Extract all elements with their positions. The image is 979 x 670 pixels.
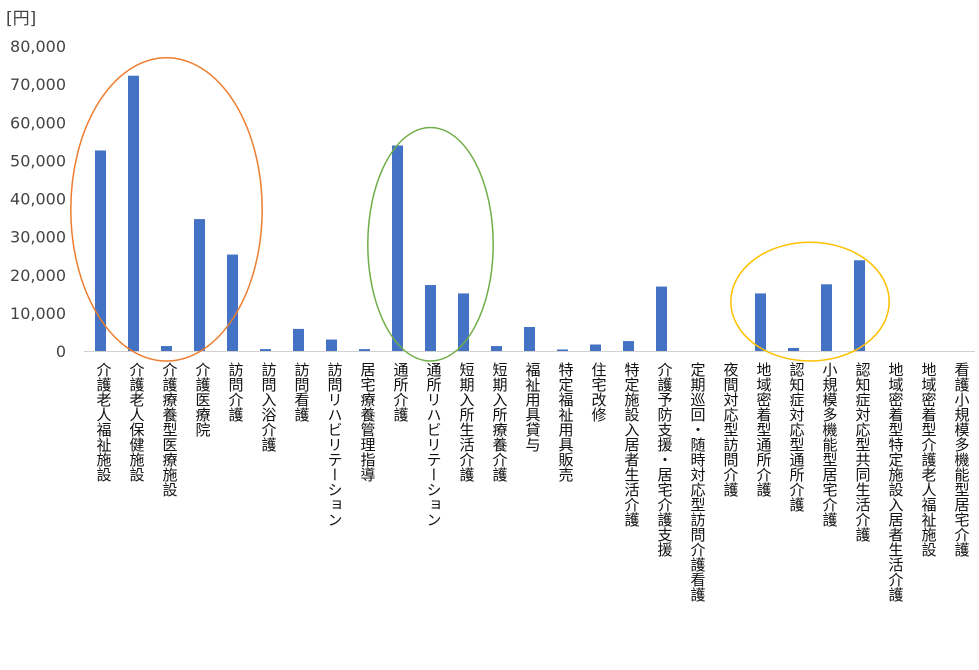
category-label: 住宅改修 [589,362,608,422]
category-label: 小規模多機能型居宅介護 [820,362,839,527]
bar [788,347,799,351]
bar [161,346,172,351]
bar [194,219,205,351]
category-label: 居宅療養管理指導 [358,362,377,482]
category-label: 通所介護 [391,362,410,422]
highlight-ellipse [70,56,263,362]
bar [491,346,502,351]
category-label: 短期入所療養介護 [490,362,509,482]
bar [95,150,106,351]
category-label: 訪問リハビリテーション [325,362,344,527]
category-label: 地域密着型介護老人福祉施設 [919,362,938,557]
bar [656,286,667,351]
category-label: 特定福祉用具販売 [556,362,575,482]
category-label: 通所リハビリテーション [424,362,443,527]
bar [392,145,403,351]
highlight-ellipse [367,126,494,362]
y-tick-label: 60,000 [10,113,66,132]
bar [458,293,469,351]
category-label: 認知症対応型通所介護 [787,362,806,512]
category-label: 介護療養型医療施設 [160,362,179,497]
category-label: 介護予防支援・居宅介護支援 [655,362,674,557]
bar [128,75,139,352]
category-label: 介護老人福祉施設 [94,362,113,482]
category-label: 短期入所生活介護 [457,362,476,482]
category-label: 福祉用具貸与 [523,362,542,452]
category-label: 介護医療院 [193,362,212,437]
bar [260,349,271,351]
bar [821,284,832,351]
category-label: 特定施設入居者生活介護 [622,362,641,527]
bar [755,293,766,351]
bar [590,344,601,351]
bars [95,75,865,352]
category-label: 訪問看護 [292,362,311,422]
bar [557,349,568,351]
category-label: 訪問介護 [226,362,245,422]
y-tick-label: 50,000 [10,151,66,170]
bar [326,339,337,351]
category-label: 看護小規模多機能型居宅介護 [952,362,971,557]
category-label: 地域密着型特定施設入居者生活介護 [886,362,905,602]
bar [623,341,634,351]
bar [359,349,370,351]
category-label: 訪問入浴介護 [259,362,278,452]
y-tick-label: 40,000 [10,190,66,209]
y-tick-label: 0 [56,342,66,361]
category-label: 地域密着型通所介護 [754,362,773,497]
category-label: 介護老人保健施設 [127,362,146,482]
category-label: 定期巡回・随時対応型訪問介護看護 [688,362,707,602]
y-tick-label: 80,000 [10,37,66,56]
y-tick-label: 20,000 [10,266,66,285]
category-label: 認知症対応型共同生活介護 [853,362,872,542]
y-axis-ticks: 0 10,000 20,000 30,000 40,000 50,000 60,000 70,… [10,37,66,361]
y-tick-label: 10,000 [10,304,66,323]
bar [293,328,304,351]
highlight-ellipse [730,241,890,362]
bar [524,326,535,351]
highlight-groups [70,56,890,362]
y-axis-unit-label: [円] [6,9,37,29]
y-tick-label: 70,000 [10,75,66,94]
bar [227,254,238,351]
bar [854,260,865,351]
y-tick-label: 30,000 [10,228,66,247]
category-label: 夜間対応型訪問介護 [721,362,740,497]
bar [425,285,436,351]
